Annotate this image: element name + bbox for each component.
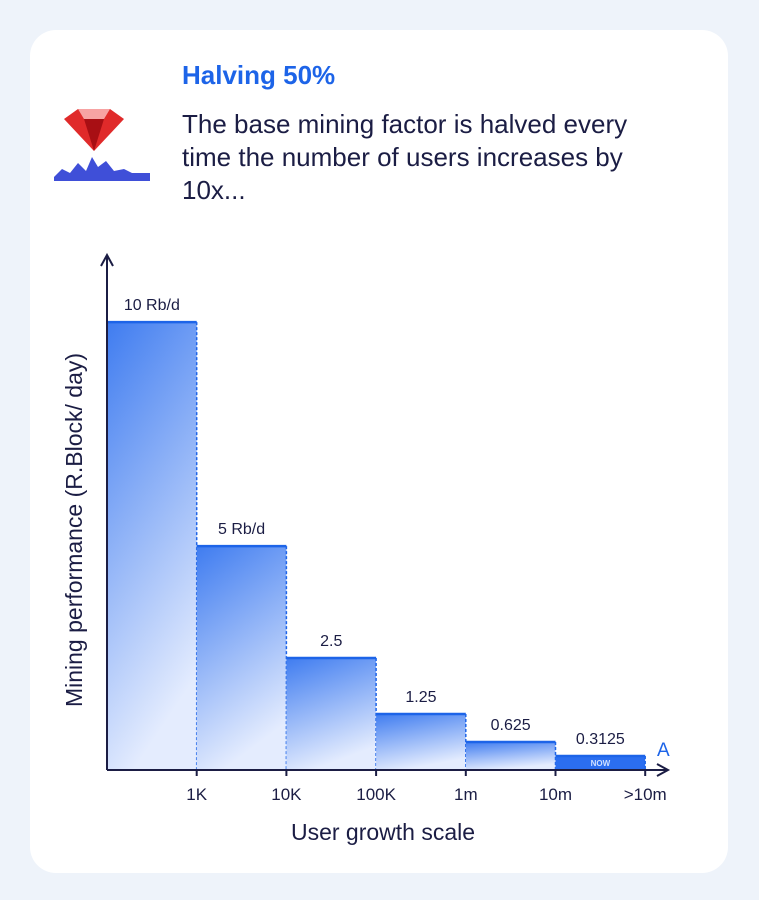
now-badge: NOW [591, 759, 611, 768]
y-axis-label: Mining performance (R.Block/ day) [61, 353, 87, 707]
bar [376, 714, 466, 770]
bar [286, 658, 377, 770]
data-label: 10 Rb/d [124, 297, 180, 314]
y-axis-arrow [100, 252, 114, 267]
data-label: 0.3125 [576, 731, 625, 748]
bar [196, 546, 287, 770]
x-tick-label: 10K [271, 785, 302, 804]
bar [465, 742, 556, 770]
x-axis-arrow [656, 763, 671, 777]
data-label: 2.5 [320, 633, 342, 650]
page-title: Halving 50% [182, 60, 336, 90]
x-tick-label: 1m [454, 785, 478, 804]
x-axis-label: User growth scale [291, 819, 475, 845]
x-tick-label: 1K [186, 785, 207, 804]
ruby-gem-icon [54, 109, 150, 181]
x-tick-label: >10m [624, 785, 667, 804]
bar [107, 322, 197, 770]
data-label: 1.25 [405, 689, 436, 706]
data-label: 0.625 [491, 717, 531, 734]
x-tick-label: 100K [356, 785, 396, 804]
axis-end-label: A [657, 740, 670, 761]
bar [555, 756, 646, 770]
description: The base mining factor is halved every t… [182, 109, 628, 205]
data-label: 5 Rb/d [218, 521, 265, 538]
x-tick-label: 10m [539, 785, 572, 804]
